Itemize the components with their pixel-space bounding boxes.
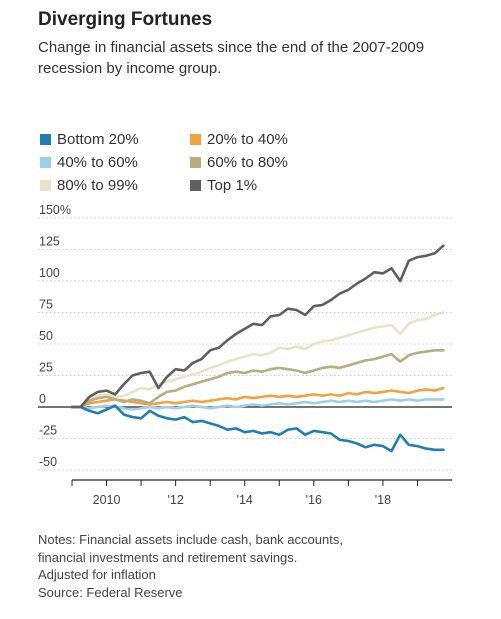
legend-label: 40% to 60%: [57, 154, 138, 171]
legend-item-bottom-20: Bottom 20%: [40, 130, 139, 150]
y-tick-label: 50: [39, 329, 53, 343]
y-tick-label: 125: [39, 235, 60, 249]
legend-swatch: [40, 134, 51, 145]
series-line-2: [70, 398, 445, 411]
y-tick-label: -25: [39, 424, 57, 438]
legend-swatch: [190, 134, 201, 145]
note-line: financial investments and retirement sav…: [38, 549, 298, 565]
legend-item-80-to-99: 80% to 99%: [40, 176, 138, 196]
legend-swatch: [40, 180, 51, 191]
source-line: Source: Federal Reserve: [38, 584, 183, 600]
legend-item-60-to-80: 60% to 80%: [190, 153, 288, 173]
x-tick-label: '12: [167, 493, 183, 507]
y-tick-label: 100: [39, 266, 60, 280]
x-tick-label: '18: [375, 493, 391, 507]
series-line-3: [70, 349, 445, 409]
legend-item-40-to-60: 40% to 60%: [40, 153, 138, 173]
legend-label: Bottom 20%: [57, 131, 139, 148]
series-line-5: [70, 244, 445, 409]
legend-label: 20% to 40%: [207, 131, 288, 148]
legend-item-top-1: Top 1%: [190, 176, 257, 196]
y-tick-label: 150%: [39, 203, 71, 217]
chart-subtitle: Change in financial assets since the end…: [38, 39, 425, 77]
legend-item-20-to-40: 20% to 40%: [190, 130, 288, 150]
x-tick-label: 2010: [93, 493, 121, 507]
series-line-4: [70, 311, 445, 409]
legend-label: 80% to 99%: [57, 177, 138, 194]
series-line-1: [70, 386, 445, 409]
x-tick-label: '14: [237, 493, 253, 507]
legend-label: Top 1%: [207, 177, 258, 194]
y-tick-label: -50: [39, 455, 57, 469]
legend-swatch: [40, 157, 51, 168]
series-line-0: [70, 404, 445, 453]
chart-title: Diverging Fortunes: [38, 9, 213, 30]
x-tick-label: '16: [306, 493, 322, 507]
note-line: Notes: Financial assets include cash, ba…: [38, 532, 343, 547]
y-tick-label: 25: [39, 361, 53, 375]
notes: Notes: Financial assets include cash, ba…: [38, 531, 478, 601]
legend-swatch: [190, 157, 201, 168]
y-tick-label: 0: [39, 392, 46, 406]
note-line: Adjusted for inflation: [38, 567, 156, 582]
y-tick-label: 75: [39, 298, 53, 312]
legend-swatch: [190, 180, 201, 191]
legend-label: 60% to 80%: [207, 154, 288, 171]
